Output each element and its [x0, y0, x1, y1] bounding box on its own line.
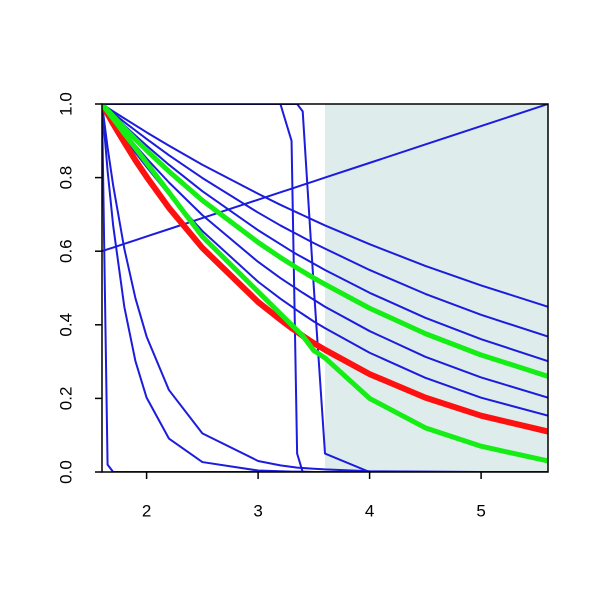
series-line [102, 104, 548, 253]
series-line [102, 104, 548, 379]
y-tick-label: 0.0 [56, 460, 75, 484]
y-tick-label: 0.4 [56, 313, 75, 337]
series-line [102, 104, 548, 338]
y-tick-label: 1.0 [56, 92, 75, 116]
y-tick-label: 0.8 [56, 166, 75, 190]
plot-frame [101, 103, 549, 473]
x-tick-label: 4 [365, 501, 374, 520]
series-line [102, 104, 548, 435]
series-line [102, 104, 548, 308]
line-layer [102, 104, 548, 472]
series-line [102, 104, 548, 464]
x-tick-label: 5 [476, 501, 485, 520]
y-tick-label: 0.6 [56, 239, 75, 263]
axes-layer: 2 3 4 5 0.0 0.2 0.4 0.6 0.8 1.0 [56, 92, 549, 520]
y-tick-label: 0.2 [56, 387, 75, 411]
x-tick-label: 3 [253, 501, 262, 520]
x-tick-label: 2 [142, 501, 151, 520]
